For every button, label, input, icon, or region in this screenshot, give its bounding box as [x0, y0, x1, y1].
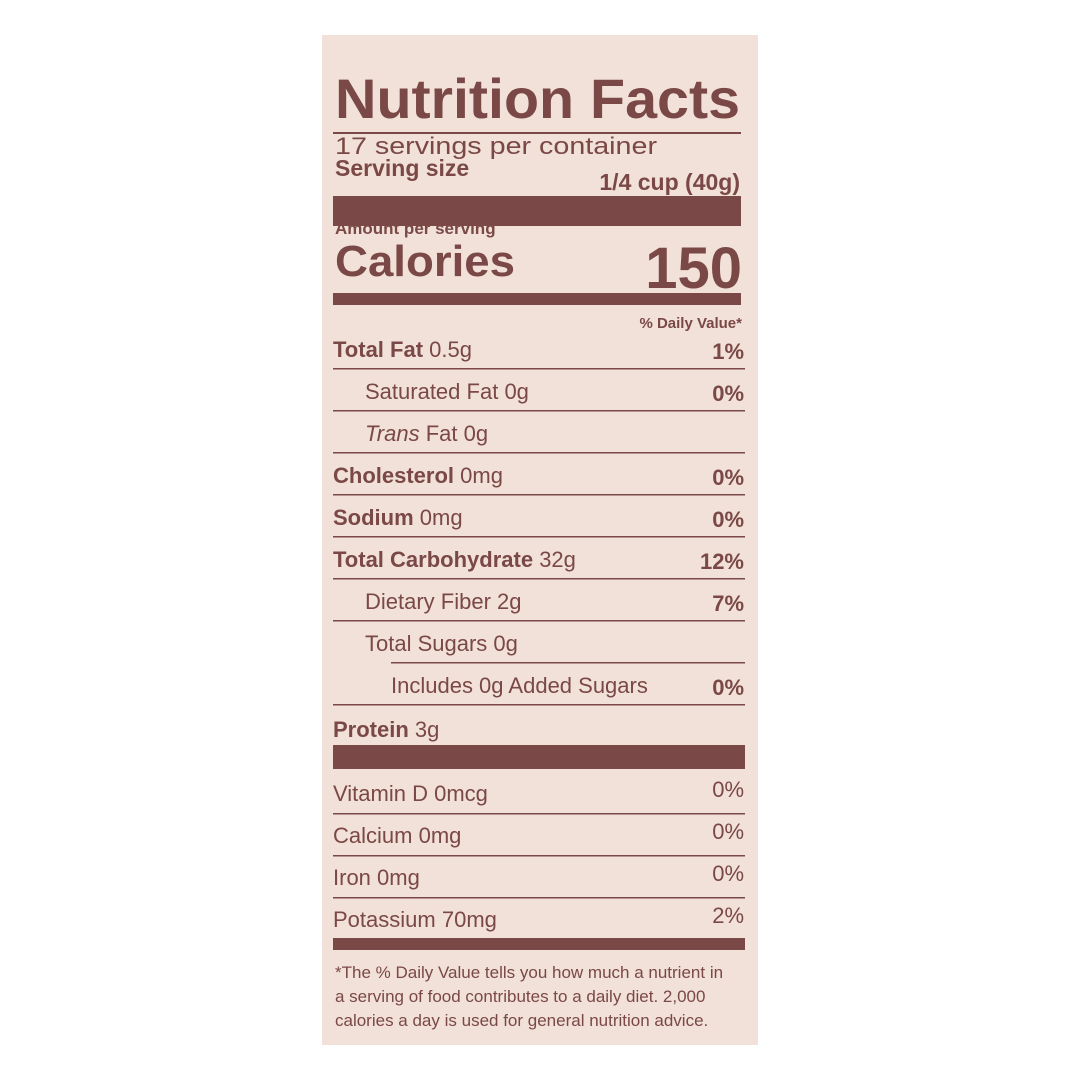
nutrient-row: Sodium 0mg: [333, 505, 463, 530]
row-rule: [333, 578, 745, 580]
nutrient-name-italic: Trans: [365, 421, 420, 446]
vitamin-name: Vitamin D: [333, 781, 428, 806]
thick-rule: [333, 745, 745, 769]
nutrient-row: Total Fat 0.5g: [333, 337, 472, 362]
nutrient-amount: 0g: [493, 631, 517, 656]
nutrient-row: Dietary Fiber 2g: [365, 589, 522, 614]
serving-size: 1/4 cup (40g): [599, 169, 740, 195]
footnote-line: *The % Daily Value tells you how much a …: [335, 963, 723, 982]
nutrient-amount: 0mg: [420, 505, 463, 530]
row-rule: [333, 536, 745, 538]
title: Nutrition Facts: [335, 67, 740, 130]
nutrient-amount: 2g: [497, 589, 521, 614]
nutrient-amount: 0.5g: [429, 337, 472, 362]
vitamin-amount: 0mcg: [434, 781, 488, 806]
vitamin-dv: 0%: [712, 777, 744, 802]
nutrient-row: Total Sugars 0g: [365, 631, 518, 656]
rule: [333, 132, 741, 134]
vitamin-name: Potassium: [333, 907, 436, 932]
servings: 17 servings per container: [335, 133, 657, 160]
nutrient-name: Protein: [333, 717, 409, 742]
nutrient-row: Trans Fat 0g: [365, 421, 488, 446]
vitamin-dv: 2%: [712, 903, 744, 928]
vitamin-row: Potassium 70mg: [333, 907, 497, 932]
row-rule: [333, 704, 745, 706]
nutrient-row: Protein 3g: [333, 717, 439, 742]
nutrient-amount: 0mg: [460, 463, 503, 488]
nutrient-dv: 1%: [712, 339, 744, 364]
nutrient-dv: 0%: [712, 465, 744, 490]
calories-label: Calories: [335, 237, 515, 286]
nutrient-name: Dietary Fiber: [365, 589, 491, 614]
vitamin-name: Iron: [333, 865, 371, 890]
row-rule: [333, 410, 745, 412]
vitamin-amount: 70mg: [442, 907, 497, 932]
row-rule: [333, 855, 745, 857]
thick-rule: [333, 196, 741, 226]
calories-value: 150: [645, 236, 742, 301]
serving-size-label: Serving size: [335, 155, 469, 181]
nutrient-dv: 0%: [712, 507, 744, 532]
nutrient-name: Sodium: [333, 505, 414, 530]
vitamin-row: Vitamin D 0mcg: [333, 781, 488, 806]
nutrient-name: Cholesterol: [333, 463, 454, 488]
nutrient-dv: 0%: [712, 675, 744, 700]
footnote-line: calories a day is used for general nutri…: [335, 1011, 708, 1030]
vitamin-row: Iron 0mg: [333, 865, 420, 890]
nutrient-name: Total Sugars: [365, 631, 487, 656]
nutrient-amount: 0g: [464, 421, 488, 446]
nutrient-amount: 3g: [415, 717, 439, 742]
nutrient-amount: 32g: [539, 547, 576, 572]
vitamin-dv: 0%: [712, 819, 744, 844]
amount-per-serving: Amount per serving: [335, 219, 496, 238]
nutrient-dv: 7%: [712, 591, 744, 616]
nutrient-name: Total Carbohydrate: [333, 547, 533, 572]
nutrient-row: Includes 0g Added Sugars: [391, 673, 648, 698]
vitamin-dv: 0%: [712, 861, 744, 886]
vitamin-amount: 0mg: [419, 823, 462, 848]
nutrient-dv: 0%: [712, 381, 744, 406]
nutrient-row: Cholesterol 0mg: [333, 463, 503, 488]
row-rule: [333, 813, 745, 815]
row-rule: [333, 620, 745, 622]
row-rule: [333, 897, 745, 899]
row-rule: [333, 494, 745, 496]
nutrient-name: Fat: [426, 421, 458, 446]
medium-rule: [333, 293, 741, 305]
nutrient-name: Includes 0g Added Sugars: [391, 673, 648, 698]
row-rule: [391, 662, 745, 664]
nutrient-amount: 0g: [504, 379, 528, 404]
vitamin-row: Calcium 0mg: [333, 823, 461, 848]
nutrient-name: Total Fat: [333, 337, 424, 362]
footnote-line: a serving of food contributes to a daily…: [335, 987, 705, 1006]
nutrient-name: Saturated Fat: [365, 379, 498, 404]
medium-rule: [333, 938, 745, 950]
nutrient-row: Saturated Fat 0g: [365, 379, 529, 404]
vitamin-amount: 0mg: [377, 865, 420, 890]
vitamin-name: Calcium: [333, 823, 412, 848]
dv-header: % Daily Value*: [639, 315, 742, 332]
row-rule: [333, 368, 745, 370]
nutrient-dv: 12%: [700, 549, 744, 574]
nutrient-row: Total Carbohydrate 32g: [333, 547, 576, 572]
row-rule: [333, 452, 745, 454]
